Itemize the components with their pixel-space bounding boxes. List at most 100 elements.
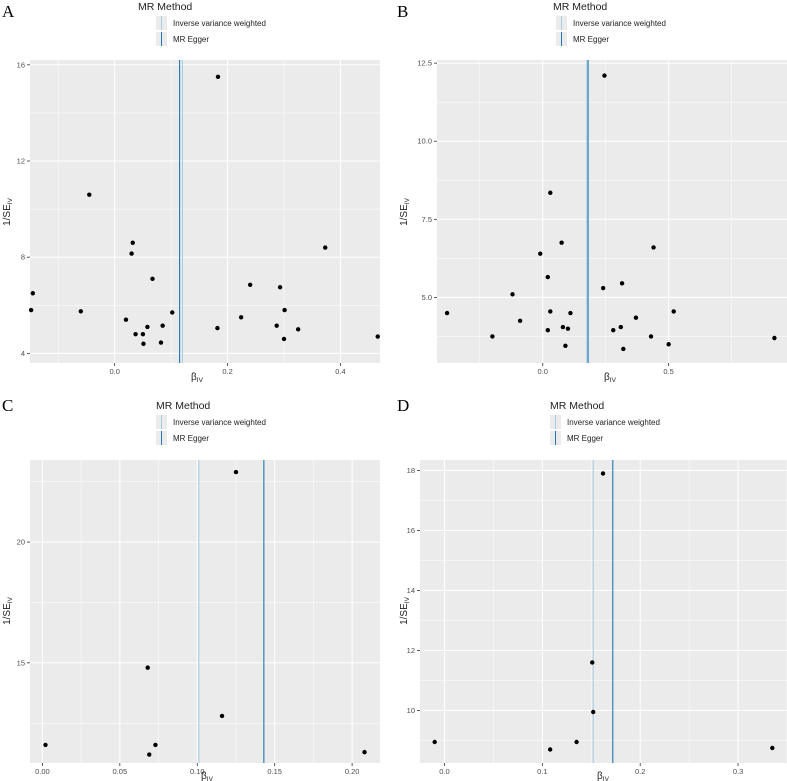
panel-b-reference-lines: [586, 60, 589, 363]
data-point: [153, 742, 158, 748]
y-tick-label: 12.5: [417, 59, 432, 68]
x-tick-label: 0.3: [733, 767, 743, 776]
data-point: [590, 660, 595, 665]
panel-c-legend-label-egger: MR Egger: [173, 434, 209, 443]
panel-c-y-axis-label: 1/SEIV: [2, 596, 14, 624]
data-point: [600, 285, 606, 291]
panel-c-legend-label-ivw: Inverse variance weighted: [173, 418, 266, 427]
data-point: [160, 323, 165, 328]
y-tick-label: 12: [407, 646, 415, 655]
data-point: [145, 324, 150, 330]
data-point: [281, 336, 287, 342]
data-point: [129, 251, 134, 256]
data-point: [432, 739, 437, 745]
x-tick-label: 0.05: [113, 767, 128, 776]
data-point: [545, 328, 550, 333]
panel-a-plot-area: [30, 60, 380, 363]
y-tick-label: 20: [17, 538, 25, 547]
y-tick-label: 15: [17, 658, 25, 667]
panel-c-legend: MR Method Inverse variance weighted MR E…: [156, 400, 266, 445]
y-tick-label: 5.0: [422, 293, 432, 302]
panel-b-plot-area: [437, 60, 787, 363]
panel-c-legend-title: MR Method: [156, 400, 210, 412]
panel-c-x-axis-label: βIV: [201, 771, 214, 781]
data-point: [545, 274, 550, 280]
panel-b-letter: B: [397, 2, 408, 21]
data-point: [140, 331, 146, 337]
data-point: [547, 747, 553, 752]
x-tick-label: 0.5: [663, 367, 673, 376]
data-point: [150, 276, 155, 282]
panel-c-plot-area: [30, 460, 380, 763]
y-tick-label: 10.0: [417, 137, 432, 146]
panel-c-points: [43, 469, 367, 757]
x-tick-label: 0.1: [537, 767, 547, 776]
data-point: [651, 245, 656, 250]
data-point: [560, 324, 566, 330]
panel-b-x-axis-label: βIV: [604, 372, 617, 384]
panel-d-letter: D: [397, 396, 409, 415]
data-point: [158, 340, 164, 345]
data-point: [238, 315, 244, 320]
panel-b-y-axis-label: 1/SEIV: [399, 197, 411, 225]
y-tick-label: 12: [17, 157, 25, 166]
panel-d-y-ticks: 10 12 14 16 18: [407, 466, 420, 715]
data-point: [323, 245, 328, 250]
panel-d-points: [432, 471, 775, 752]
panel-a-letter: A: [2, 2, 15, 21]
data-point: [666, 342, 671, 347]
data-point: [123, 317, 129, 322]
y-tick-label: 16: [407, 526, 415, 535]
y-tick-label: 4: [21, 349, 25, 358]
panel-b: B MR Method Inverse variance weighted MR…: [397, 1, 787, 384]
y-tick-label: 16: [17, 60, 25, 69]
data-point: [490, 334, 495, 339]
x-tick-label: 0.00: [35, 767, 50, 776]
panel-c-grid: [30, 460, 380, 763]
y-tick-label: 8: [21, 253, 25, 262]
data-point: [28, 307, 34, 313]
panel-a-legend-label-egger: MR Egger: [173, 35, 209, 44]
panel-b-x-ticks: 0.0 0.5: [538, 363, 674, 376]
data-point: [233, 469, 239, 475]
data-point: [141, 341, 146, 346]
data-point: [219, 713, 225, 719]
data-point: [633, 315, 639, 320]
data-point: [362, 749, 367, 755]
y-tick-label: 14: [407, 586, 415, 595]
x-tick-label: 0.20: [345, 767, 360, 776]
panel-b-legend-label-ivw: Inverse variance weighted: [573, 19, 666, 28]
data-point: [568, 310, 573, 316]
panel-b-legend: MR Method Inverse variance weighted MR E…: [553, 1, 666, 46]
data-point: [43, 742, 48, 748]
panel-d-legend-label-ivw: Inverse variance weighted: [567, 418, 660, 427]
data-point: [78, 309, 84, 314]
data-point: [87, 192, 92, 197]
x-tick-label: 0.0: [109, 367, 119, 376]
panel-d-y-axis-label: 1/SEIV: [399, 596, 411, 624]
x-tick-label: 0.2: [222, 367, 232, 376]
x-tick-label: 0.0: [439, 767, 449, 776]
data-point: [510, 292, 515, 297]
x-tick-label: 0.2: [635, 767, 645, 776]
data-point: [618, 324, 624, 330]
data-point: [375, 334, 380, 339]
data-point: [611, 328, 616, 333]
panel-a-x-ticks: 0.0 0.2 0.4: [109, 363, 346, 376]
data-point: [274, 323, 279, 328]
panel-a-legend: MR Method Inverse variance weighted MR E…: [138, 1, 266, 46]
panel-b-points: [444, 73, 777, 352]
data-point: [563, 343, 568, 349]
panel-d-x-axis-label: βIV: [597, 771, 610, 781]
data-point: [602, 73, 607, 78]
data-point: [600, 471, 606, 476]
data-point: [282, 307, 287, 313]
x-tick-label: 0.15: [267, 767, 282, 776]
data-point: [648, 334, 654, 339]
data-point: [215, 325, 220, 331]
panel-c: C MR Method Inverse variance weighted MR…: [2, 396, 380, 781]
panel-a-points: [28, 74, 380, 346]
data-point: [215, 74, 221, 80]
